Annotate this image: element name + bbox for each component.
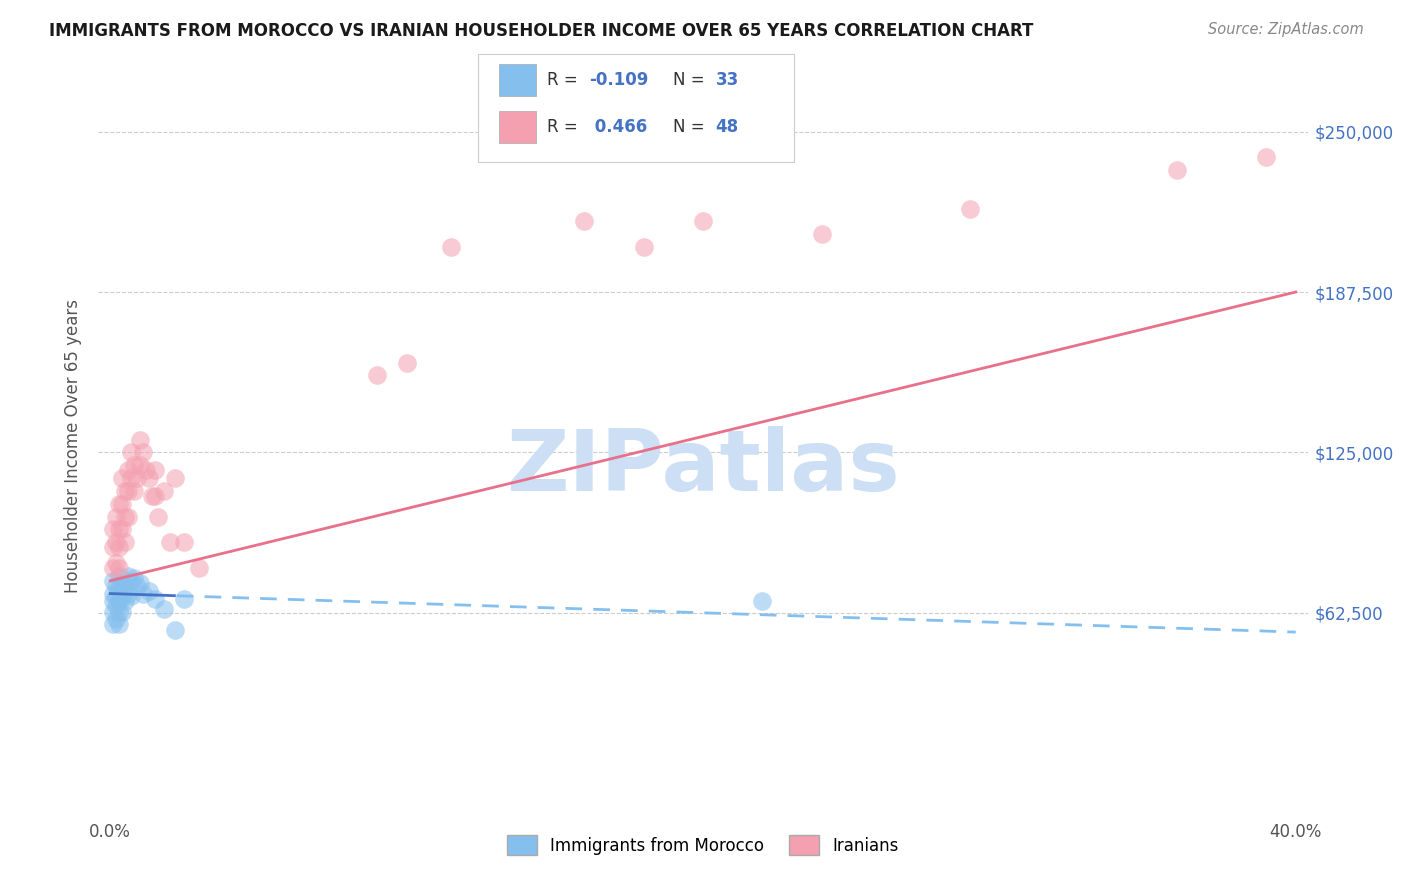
Text: 0.466: 0.466 [589,118,647,136]
Point [108,594,131,608]
Point [103,574,125,588]
Point [395,355,418,369]
Point [132,445,155,459]
Point [1254,150,1277,164]
Point [105,599,128,614]
Point [366,368,388,383]
Point [132,586,155,600]
Point [103,605,125,619]
Point [103,594,125,608]
Y-axis label: Householder Income Over 65 years: Householder Income Over 65 years [65,299,83,593]
Point [111,589,134,603]
Text: IMMIGRANTS FROM MOROCCO VS IRANIAN HOUSEHOLDER INCOME OVER 65 YEARS CORRELATION : IMMIGRANTS FROM MOROCCO VS IRANIAN HOUSE… [49,22,1033,40]
Point [103,617,125,632]
Point [125,579,148,593]
Point [105,509,128,524]
Text: ZIPatlas: ZIPatlas [506,426,900,509]
Point [108,541,131,555]
Point [103,586,125,600]
Point [165,471,187,485]
Point [751,594,773,608]
Point [117,568,139,582]
Point [114,594,136,608]
Point [108,605,131,619]
Point [959,202,981,216]
Point [122,483,145,498]
Point [120,471,142,485]
Point [165,623,187,637]
Point [114,509,136,524]
Point [633,240,655,254]
Point [152,483,174,498]
Point [120,574,142,588]
Point [117,463,139,477]
Point [103,523,125,537]
Point [159,535,181,549]
Legend: Immigrants from Morocco, Iranians: Immigrants from Morocco, Iranians [508,835,898,855]
Point [173,591,195,606]
Text: 48: 48 [716,118,738,136]
Text: R =: R = [547,118,583,136]
Point [141,489,163,503]
Point [114,483,136,498]
Text: R =: R = [547,71,583,89]
Point [105,556,128,570]
Point [810,227,832,242]
Text: N =: N = [673,71,710,89]
Point [108,582,131,596]
Point [108,497,131,511]
Point [143,463,166,477]
Point [117,483,139,498]
Text: N =: N = [673,118,710,136]
Text: Source: ZipAtlas.com: Source: ZipAtlas.com [1208,22,1364,37]
Point [114,535,136,549]
Point [138,471,160,485]
Point [152,602,174,616]
Point [129,433,152,447]
Point [108,568,131,582]
Point [120,589,142,603]
Point [103,561,125,575]
Point [129,576,152,591]
Point [173,535,195,549]
Point [105,535,128,549]
Point [129,458,152,473]
Point [117,509,139,524]
Point [692,214,714,228]
Point [135,463,157,477]
Point [114,579,136,593]
Point [105,612,128,626]
Point [122,458,145,473]
Point [143,489,166,503]
Point [146,509,169,524]
Point [138,584,160,599]
Point [111,523,134,537]
Point [1166,163,1188,178]
Point [143,591,166,606]
Point [188,561,211,575]
Point [111,605,134,619]
Point [105,589,128,603]
Point [111,576,134,591]
Point [108,561,131,575]
Text: -0.109: -0.109 [589,71,648,89]
Text: 33: 33 [716,71,740,89]
Point [103,541,125,555]
Point [108,523,131,537]
Point [120,445,142,459]
Point [111,497,134,511]
Point [125,471,148,485]
Point [108,617,131,632]
Point [117,586,139,600]
Point [122,571,145,585]
Point [440,240,463,254]
Point [574,214,596,228]
Point [105,579,128,593]
Point [111,471,134,485]
